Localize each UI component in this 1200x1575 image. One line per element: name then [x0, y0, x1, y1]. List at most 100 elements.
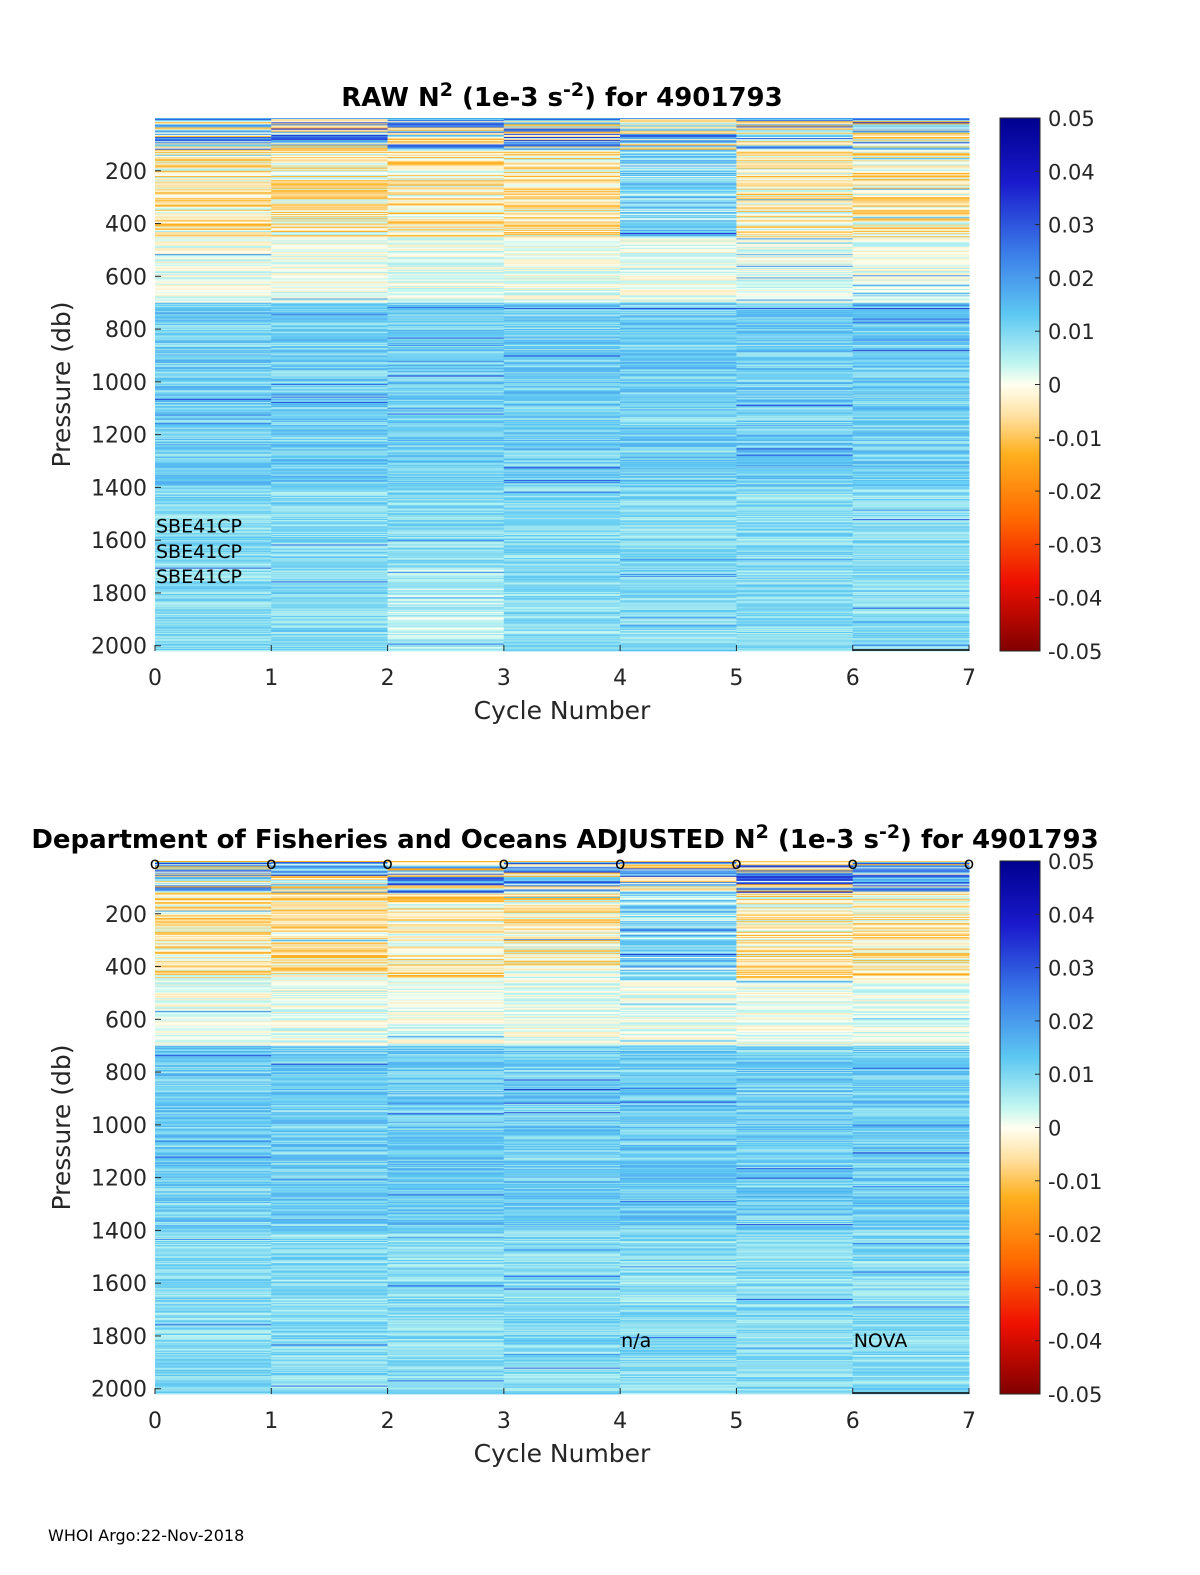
- heatmap-cell: [620, 154, 737, 157]
- heatmap-cell: [503, 362, 621, 365]
- heatmap-cell: [852, 600, 970, 602]
- heatmap-cell: [387, 920, 505, 922]
- heatmap-cell: [503, 545, 621, 547]
- heatmap-cell: [155, 1245, 272, 1247]
- heatmap-cell: [271, 1144, 389, 1147]
- heatmap-cell: [852, 630, 970, 633]
- heatmap-cell: [155, 499, 272, 501]
- heatmap-cell: [155, 1062, 272, 1065]
- heatmap-cell: [387, 966, 505, 968]
- heatmap-cell: [852, 338, 970, 341]
- heatmap-cell: [387, 312, 505, 314]
- heatmap-cell: [155, 509, 272, 512]
- x-axis-label: Cycle Number: [474, 696, 651, 725]
- heatmap-cell: [155, 526, 272, 528]
- heatmap-cell: [387, 414, 505, 417]
- heatmap-cell: [271, 120, 389, 122]
- heatmap-cell: [155, 902, 272, 904]
- heatmap-cell: [155, 1297, 272, 1300]
- heatmap-cell: [503, 368, 621, 370]
- colorbar-gradient: [999, 117, 1041, 652]
- heatmap-cell: [387, 1085, 505, 1088]
- heatmap-cell: [155, 140, 272, 142]
- heatmap-cell: [155, 638, 272, 640]
- heatmap-cell: [387, 401, 505, 404]
- heatmap-cell: [271, 227, 389, 230]
- heatmap-cell: [271, 1087, 389, 1090]
- heatmap-cell: [271, 166, 389, 169]
- heatmap-cell: [271, 942, 389, 944]
- heatmap-cell: [387, 231, 505, 234]
- heatmap-cell: [736, 457, 854, 460]
- heatmap-cell: [271, 922, 389, 924]
- heatmap-cell: [852, 608, 970, 611]
- heatmap-cell: [852, 626, 970, 629]
- heatmap-cell: [736, 339, 854, 342]
- heatmap-cell: [620, 191, 737, 194]
- heatmap-cell: [387, 930, 505, 933]
- heatmap-cell: [387, 162, 505, 164]
- heatmap-cell: [387, 1041, 505, 1043]
- heatmap-cell: [503, 330, 621, 332]
- heatmap-cell: [387, 121, 505, 123]
- heatmap-cell: [736, 503, 854, 505]
- heatmap-cell: [271, 349, 389, 351]
- heatmap-cell: [387, 625, 505, 628]
- heatmap-cell: [155, 1003, 272, 1005]
- heatmap-cell: [271, 316, 389, 318]
- heatmap-cell: [155, 348, 272, 350]
- heatmap-cell: [155, 434, 272, 437]
- heatmap-cell: [736, 380, 854, 383]
- heatmap-cell: [736, 606, 854, 609]
- heatmap-cell: [736, 146, 854, 148]
- heatmap-cell: [387, 1043, 505, 1046]
- heatmap-cell: [155, 1069, 272, 1072]
- heatmap-cell: [155, 246, 272, 249]
- heatmap-cell: [271, 1362, 389, 1364]
- heatmap-cell: [852, 288, 970, 291]
- heatmap-cell: [736, 476, 854, 479]
- heatmap-cell: [155, 336, 272, 338]
- heatmap-cell: [620, 236, 737, 238]
- heatmap-cell: [387, 1074, 505, 1076]
- heatmap-cell: [155, 898, 272, 901]
- heatmap-cell: [736, 240, 854, 242]
- heatmap-cell: [620, 554, 737, 557]
- heatmap-cell: [620, 164, 737, 166]
- heatmap-cell: [155, 1171, 272, 1173]
- y-axis-label: Pressure (db): [47, 302, 76, 468]
- heatmap-cell: [620, 378, 737, 381]
- heatmap-cell: [271, 1322, 389, 1324]
- heatmap-cell: [852, 273, 970, 275]
- heatmap-cell: [852, 212, 970, 215]
- heatmap-cell: [736, 598, 854, 600]
- heatmap-cell: [620, 408, 737, 410]
- heatmap-cell: [155, 1116, 272, 1118]
- heatmap-cell: [271, 140, 389, 142]
- heatmap-cell: [271, 507, 389, 509]
- heatmap-cell: [155, 1024, 272, 1027]
- heatmap-cell: [271, 538, 389, 540]
- heatmap-cell: [271, 1257, 389, 1260]
- heatmap-cell: [736, 263, 854, 266]
- heatmap-cell: [387, 404, 505, 406]
- heatmap-cell: [503, 216, 621, 218]
- heatmap-cell: [852, 610, 970, 613]
- heatmap-cell: [155, 437, 272, 440]
- heatmap-cell: [620, 591, 737, 594]
- heatmap-cell: [736, 159, 854, 161]
- heatmap-cell: [852, 282, 970, 285]
- heatmap-cell: [620, 280, 737, 282]
- heatmap-cell: [620, 621, 737, 623]
- heatmap-cell: [387, 329, 505, 331]
- heatmap-cell: [387, 202, 505, 204]
- heatmap-cell: [271, 388, 389, 390]
- heatmap-cell: [852, 632, 970, 634]
- heatmap-cell: [155, 877, 272, 880]
- heatmap-cell: [503, 379, 621, 382]
- heatmap-cell: [387, 406, 505, 408]
- heatmap-cell: [736, 375, 854, 377]
- heatmap-cell: [271, 633, 389, 635]
- heatmap-cell: [155, 1283, 272, 1285]
- heatmap-cell: [620, 147, 737, 150]
